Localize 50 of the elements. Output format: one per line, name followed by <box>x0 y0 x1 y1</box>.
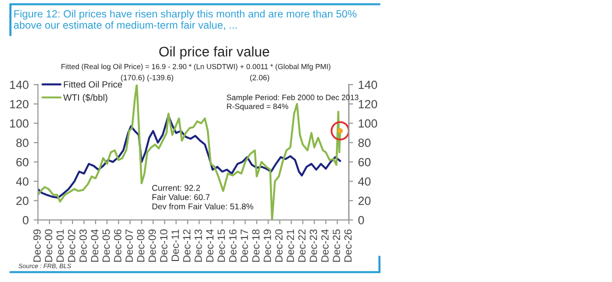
x-tick-label: Dec-19 <box>264 229 272 262</box>
x-tick-label: Dec-99 <box>33 229 41 262</box>
y-tick-label: 120 <box>10 100 28 108</box>
x-tick-label: Dec-02 <box>68 230 76 262</box>
x-tick-label: Dec-20 <box>275 229 283 262</box>
y-tick-label: 20 <box>16 196 28 206</box>
x-tick-label: Dec-23 <box>310 229 318 262</box>
x-tick-label: Dec-21 <box>286 229 294 262</box>
x-tick-label: Dec-18 <box>252 229 260 262</box>
x-tick-label: Dec-25 <box>332 229 340 262</box>
x-tick-label: Dec-10 <box>160 229 168 262</box>
y2-tick-label: 80 <box>358 138 371 148</box>
chart-title: Oil price fair value <box>159 46 270 60</box>
x-tick-label: Dec-03 <box>79 229 87 262</box>
x-tick-label: Dec-11 <box>172 229 179 261</box>
x-tick-label: Dec-04 <box>90 229 98 262</box>
x-tick-label: Dec-22 <box>298 230 306 262</box>
annotation: Current: 92.2 Fair Value: 60.7 Dev from Fair Value: 51.8% <box>152 184 254 210</box>
y2-tick-label: 20 <box>358 196 371 206</box>
x-tick-label: Dec-17 <box>240 230 248 262</box>
y-tick-label: 140 <box>10 80 28 89</box>
y-tick-label: 40 <box>16 177 28 186</box>
x-tick-label: Dec-13 <box>194 229 202 262</box>
y-tick-label: 100 <box>10 119 28 128</box>
y2-tick-label: 120 <box>358 100 378 108</box>
legend-label: WTI ($/bbl) <box>63 94 108 102</box>
y2-tick-label: 140 <box>358 80 378 89</box>
x-tick-label: Dec-09 <box>148 229 156 262</box>
y2-tick-label: 100 <box>358 119 378 128</box>
x-tick-label: Dec-12 <box>183 230 190 262</box>
x-tick-label: Dec-24 <box>321 229 329 262</box>
x-tick-label: Dec-07 <box>125 230 133 262</box>
y2-tick-label: 40 <box>358 177 371 186</box>
line-series <box>38 114 342 199</box>
x-tick-label: Dec-00 <box>44 229 52 262</box>
x-tick-label: Dec-14 <box>206 229 214 262</box>
y-tick-label: 60 <box>16 158 28 166</box>
legend-label: Fitted Oil Price <box>64 80 122 88</box>
x-tick-label: Dec-26 <box>344 229 352 262</box>
y-tick-label: 0 <box>22 216 28 224</box>
x-tick-label: Dec-16 <box>229 229 237 262</box>
y2-tick-label: 60 <box>358 158 371 166</box>
y-tick-label: 80 <box>16 138 28 148</box>
x-tick-label: Dec-08 <box>137 229 144 262</box>
x-tick-label: Dec-05 <box>102 229 110 262</box>
x-tick-label: Dec-06 <box>114 229 122 262</box>
y2-tick-label: 0 <box>358 216 364 224</box>
x-tick-label: Dec-01 <box>56 229 64 262</box>
caption: Figure 12: Oil prices have risen sharply this month and are more than 50% above our estimate of medium-term fair value, ... <box>14 10 356 30</box>
x-tick-label: Dec-15 <box>218 229 225 262</box>
